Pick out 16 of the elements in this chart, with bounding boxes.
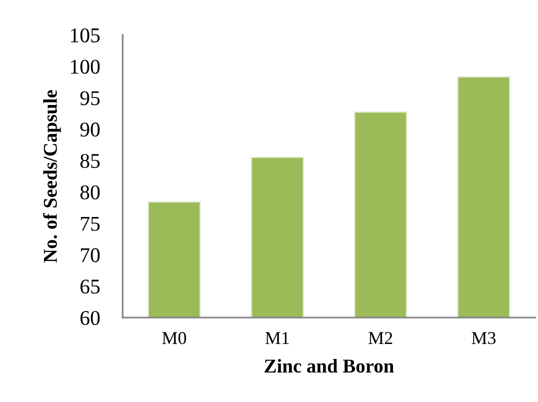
- y-tick-label: 80: [80, 185, 100, 200]
- x-tick-label: M3: [472, 332, 496, 344]
- y-tick-label: 105: [71, 28, 100, 42]
- y-tick-label: 90: [80, 122, 100, 137]
- x-tick-label: M1: [265, 332, 289, 344]
- y-tick-label: 95: [80, 91, 100, 106]
- x-tick-label: M2: [368, 332, 392, 344]
- y-tick-label: 100: [71, 60, 100, 74]
- y-axis-title: No. of Seeds/Capsule: [43, 90, 61, 263]
- y-tick-label: 65: [80, 280, 100, 294]
- y-tick-label: 85: [80, 154, 100, 168]
- y-tick-label: 75: [80, 216, 100, 231]
- x-tick-label: M0: [162, 332, 186, 344]
- y-tick-label: 60: [80, 310, 100, 326]
- x-axis-title: Zinc and Boron: [264, 358, 394, 373]
- y-tick-label: 70: [80, 248, 100, 262]
